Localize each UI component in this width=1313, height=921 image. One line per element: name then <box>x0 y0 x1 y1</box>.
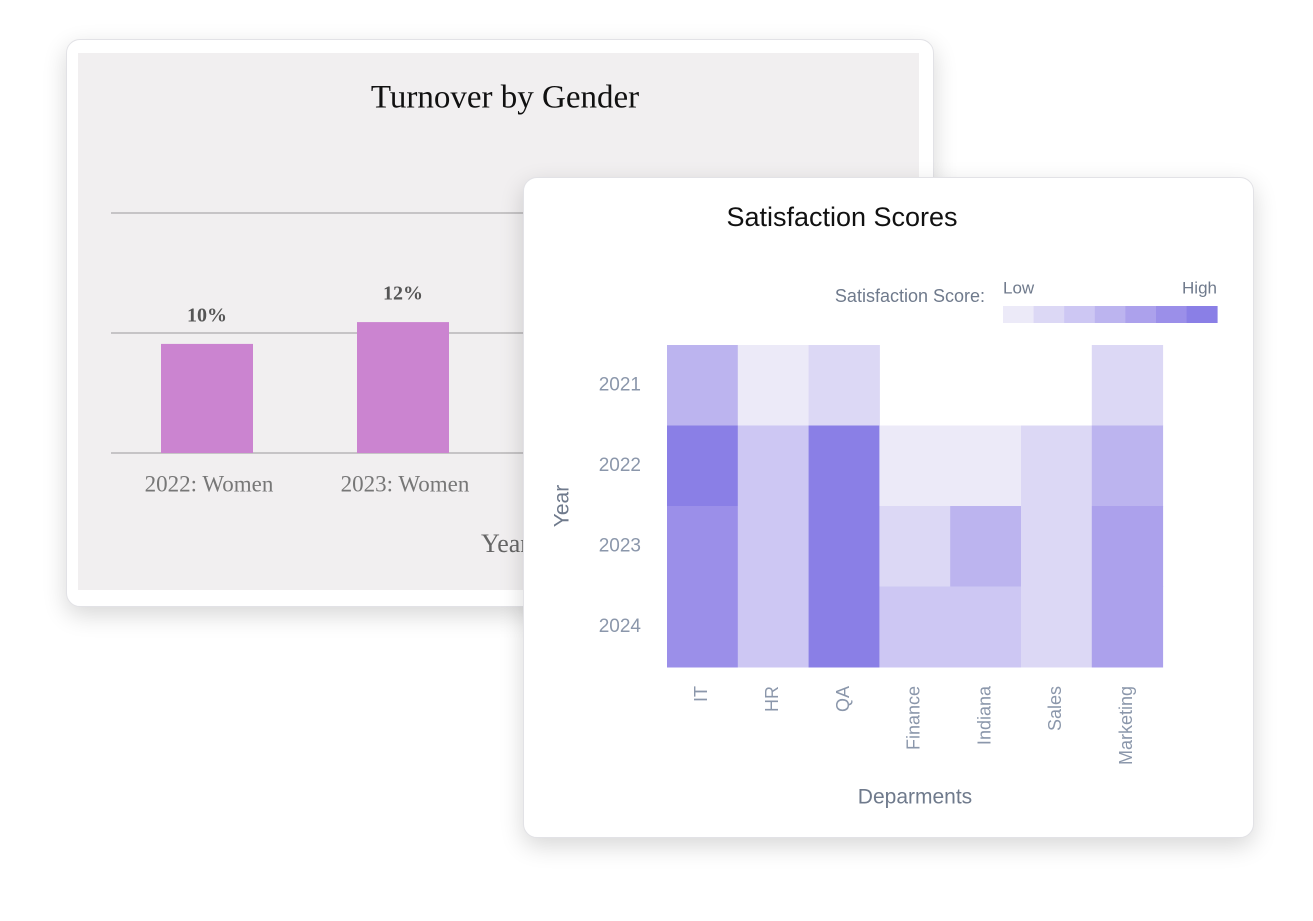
legend-swatch <box>1094 306 1126 323</box>
legend-swatch <box>1186 306 1218 323</box>
y-tick-label: 2024 <box>599 616 642 637</box>
x-tick-label: HR <box>762 686 782 712</box>
x-tick-label: Indiana <box>974 685 994 745</box>
x-tick-label: 2023: Women <box>341 471 470 496</box>
legend-high: High <box>1182 278 1217 297</box>
heatmap-cell <box>808 506 880 587</box>
heatmap-cell <box>808 345 880 426</box>
heatmap-cell <box>1091 506 1164 587</box>
heatmap-cell <box>737 506 810 587</box>
value-label: 12% <box>383 283 423 305</box>
heatmap-cell <box>737 345 810 426</box>
heatmap-cell <box>879 506 951 587</box>
x-tick-label: IT <box>691 686 711 702</box>
legend-swatch <box>1156 306 1187 323</box>
legend-swatch <box>1064 306 1096 323</box>
heatmap-cell <box>950 425 1022 507</box>
x-axis-label: Year <box>481 529 529 558</box>
heatmap-cell <box>808 425 880 507</box>
legend-title: Satisfaction Score: <box>835 286 985 306</box>
bar <box>161 343 253 453</box>
chart-title: Turnover by Gender <box>371 80 639 116</box>
heatmap-cell <box>1091 425 1164 507</box>
y-tick-label: 2023 <box>599 535 641 556</box>
x-tick-label: Sales <box>1045 686 1065 731</box>
heatmap-cell <box>950 586 1022 668</box>
y-tick-label: 2021 <box>599 374 641 395</box>
value-label: 10% <box>187 305 227 327</box>
legend-swatch <box>1125 306 1157 323</box>
heatmap-cell <box>667 506 739 587</box>
heatmap-cell <box>737 586 810 668</box>
heatmap-cell <box>667 586 739 668</box>
x-tick-label: 2022: Women <box>145 471 274 496</box>
heatmap-cell <box>1021 586 1093 668</box>
heatmap-cell <box>1021 425 1093 507</box>
heatmap-cell <box>667 425 739 507</box>
x-tick-label: Marketing <box>1116 686 1136 765</box>
x-tick-label: Finance <box>904 686 924 750</box>
heatmap-cell <box>1021 506 1093 587</box>
heatmap-cell <box>879 425 951 507</box>
heatmap-cell <box>737 425 810 507</box>
y-axis-label: Year <box>551 485 574 527</box>
legend-low: Low <box>1003 278 1035 297</box>
heatmap-cell <box>667 345 739 426</box>
legend-swatch <box>1003 306 1034 323</box>
heatmap-cell <box>1091 586 1164 668</box>
chart-title: Satisfaction Scores <box>726 202 957 232</box>
x-tick-label: QA <box>833 686 853 712</box>
heatmap-cell <box>808 586 880 668</box>
heatmap-cell <box>1091 345 1164 426</box>
x-axis-label: Deparments <box>858 786 972 809</box>
legend-swatch <box>1033 306 1065 323</box>
y-tick-label: 2022 <box>599 455 641 476</box>
heatmap-cell <box>950 506 1022 587</box>
bar <box>357 322 449 453</box>
heatmap-cell <box>879 586 951 668</box>
